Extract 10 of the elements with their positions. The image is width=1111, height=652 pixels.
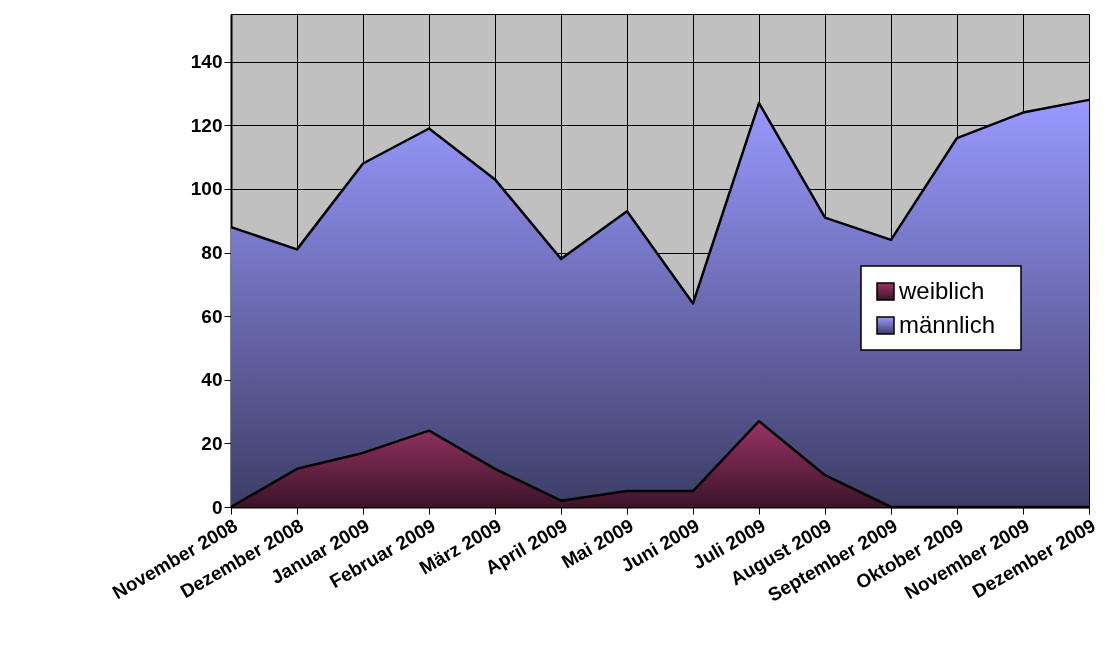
- y-tick-label: 100: [190, 178, 223, 200]
- y-tick-label: 60: [201, 305, 223, 327]
- y-tick-label: 120: [190, 114, 223, 136]
- legend-label: weiblich: [898, 277, 985, 304]
- y-tick-label: 0: [211, 496, 223, 518]
- y-tick-label: 140: [190, 51, 223, 73]
- legend-label: männlich: [899, 311, 996, 338]
- y-tick-label: 20: [201, 432, 223, 454]
- y-tick-label: 40: [201, 369, 223, 391]
- y-tick-label: 80: [201, 242, 223, 264]
